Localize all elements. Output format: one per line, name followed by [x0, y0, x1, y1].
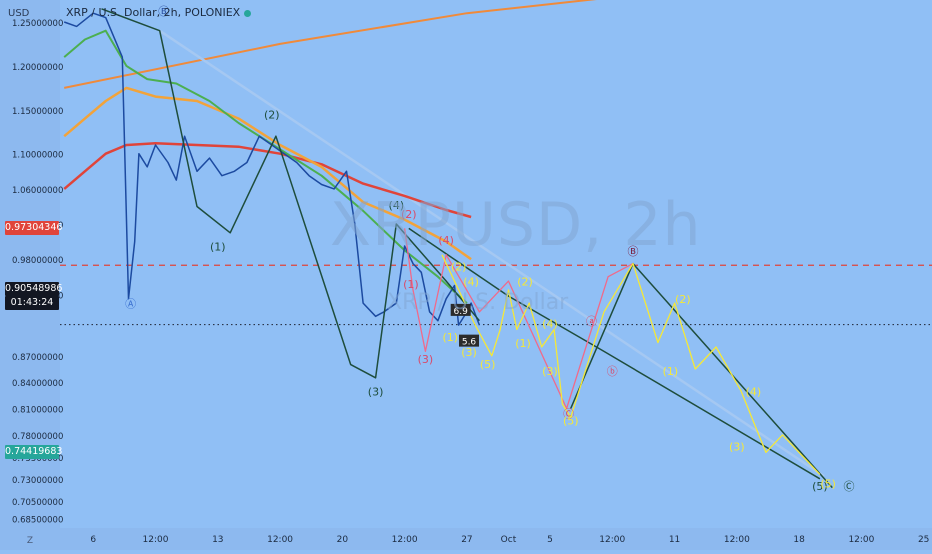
wave-label: (4): [542, 318, 558, 331]
x-tick-label: 12:00: [848, 535, 874, 545]
wave-label: (3): [461, 346, 477, 359]
y-tick-label: 0.68500000: [12, 515, 63, 525]
x-tick-label: 13: [212, 535, 223, 545]
wave-label: Ⓑ: [158, 5, 169, 18]
wave-label: Ⓑ: [628, 245, 639, 258]
elliott-wave-yellow: [441, 254, 821, 475]
y-tick-label: 0.84000000: [12, 379, 63, 389]
x-tick-label: 12:00: [143, 535, 169, 545]
wave-label: (1): [663, 365, 679, 378]
x-tick-label: 12:00: [267, 535, 293, 545]
x-tick-label: 18: [793, 535, 805, 545]
currency-label: USD: [8, 8, 30, 19]
x-tick-label: 12:00: [392, 535, 418, 545]
y-tick-label: 0.70500000: [12, 498, 63, 508]
x-tick-label: 11: [669, 535, 680, 545]
price-box-label: 5.6: [462, 338, 477, 348]
wave-label: (1): [515, 337, 531, 350]
wave-label: (1): [403, 278, 419, 291]
auto-scale-icon: Z: [27, 536, 33, 546]
y-tick-label: 0.73000000: [12, 476, 63, 486]
moving-average-green: [63, 29, 468, 304]
wave-label: (4): [746, 385, 762, 398]
y-tick-label: 1.20000000: [12, 63, 63, 73]
price-box: [450, 303, 471, 316]
elliott-wave-dark: [101, 8, 480, 379]
wave-label: (5): [812, 480, 828, 493]
wave-label: (3): [368, 385, 384, 398]
y-tick-label: 0.81000000: [12, 406, 63, 416]
wave-label: (5): [480, 358, 496, 371]
wave-label: (5): [820, 478, 836, 491]
price-line: [63, 12, 481, 326]
y-tick-label: 1.06000000: [12, 186, 63, 196]
wave-label: Ⓒ: [563, 407, 574, 420]
x-tick-label: 25: [918, 535, 929, 545]
x-tick-label: 12:00: [724, 535, 750, 545]
x-tick-label: Oct: [501, 535, 517, 545]
price-axis-panel: [0, 0, 60, 528]
x-tick-label: 20: [337, 535, 349, 545]
wave-label: (4): [389, 199, 405, 212]
time-axis-panel: [0, 528, 932, 550]
wave-label: Ⓐ: [125, 297, 136, 310]
wave-label: (2): [451, 261, 467, 274]
status-dot: [244, 9, 252, 17]
wave-label: (4): [463, 276, 479, 289]
x-tick-label: 5: [547, 535, 553, 545]
moving-average-red: [63, 141, 472, 219]
moving-average-orange: [63, 86, 472, 261]
x-tick-label: 12:00: [599, 535, 625, 545]
countdown-tag: 01:43:24: [5, 296, 59, 310]
wave-label: ⓐ: [586, 315, 597, 328]
symbol-watermark: XRPUSD, 2h: [330, 190, 702, 260]
trend-line: [159, 29, 825, 478]
wave-label: (2): [517, 276, 533, 289]
red-level-tag: 0.97304346: [5, 221, 63, 235]
chart-legend: XRP / U.S. Dollar, 2h, POLONIEX: [66, 6, 252, 19]
price-box-label: 6.9: [454, 307, 469, 317]
elliott-wave-pink: [403, 228, 634, 410]
wave-label: (1): [210, 240, 226, 253]
y-tick-label: 0.98000000: [12, 256, 63, 266]
y-tick-label: 0.78000000: [12, 432, 63, 442]
y-tick-label: 1.10000000: [12, 151, 63, 161]
wave-label: (3): [542, 365, 558, 378]
wave-label: (3): [418, 353, 434, 366]
support-tag: 0.74419683: [5, 445, 63, 459]
wave-label: (4): [438, 234, 454, 247]
wave-label: (2): [401, 208, 417, 221]
long-moving-average: [64, 0, 597, 89]
current-price-tag: 0.90548986: [5, 282, 63, 296]
x-tick-label: 27: [461, 535, 472, 545]
wave-label: ⓑ: [607, 365, 618, 378]
symbol-title: XRP / U.S. Dollar, 2h, POLONIEX: [66, 6, 241, 19]
price-box: [459, 334, 480, 347]
wave-label: (2): [264, 109, 280, 122]
x-tick-label: 6: [90, 535, 96, 545]
wave-label: (5): [563, 414, 579, 427]
y-tick-label: 0.87000000: [12, 353, 63, 363]
y-tick-label: 1.25000000: [12, 19, 63, 29]
wave-label: (2): [675, 293, 691, 306]
y-tick-label: 1.15000000: [12, 107, 63, 117]
elliott-wave-wedge: [408, 227, 821, 480]
wave-label: (1): [443, 331, 459, 344]
wave-label: Ⓒ: [843, 480, 854, 493]
name-watermark: XRP / U.S. Dollar: [387, 290, 569, 315]
wave-label: (3): [729, 441, 745, 454]
